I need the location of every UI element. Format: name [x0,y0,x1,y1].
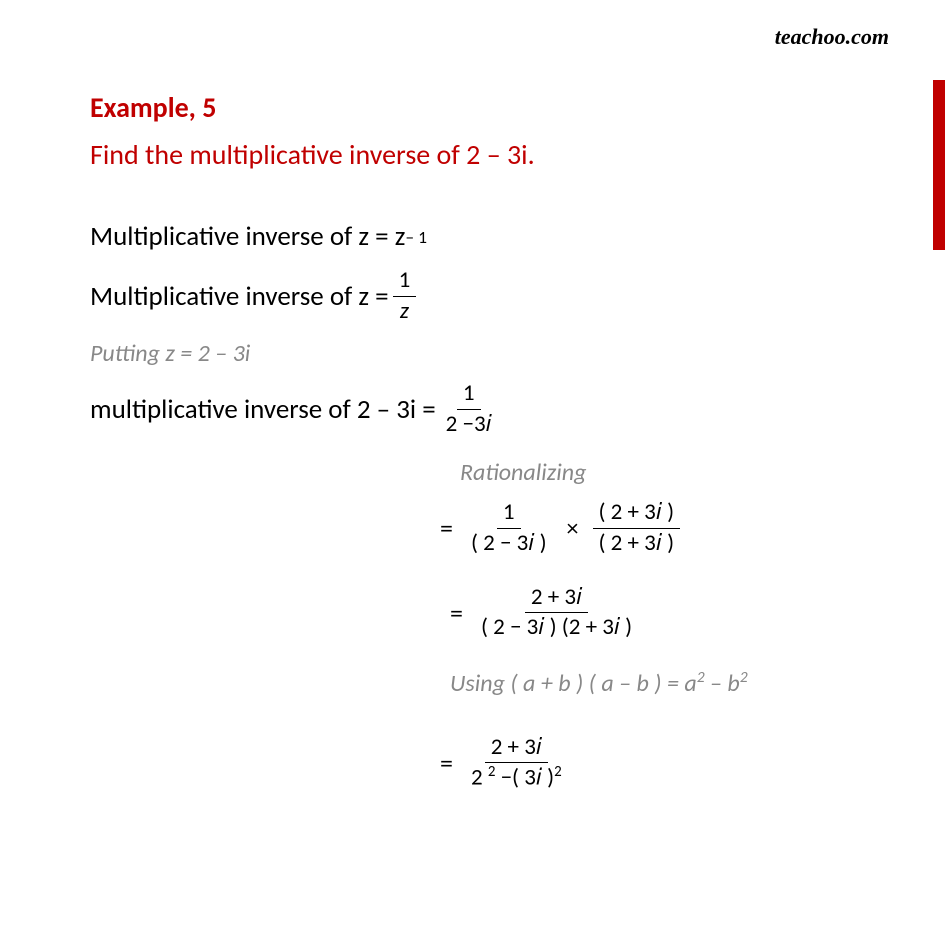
superscript: – 1 [405,226,427,248]
denominator: ( 2 + 3𝑖 ) [593,529,681,558]
numerator: 1 [393,267,417,297]
fraction: 1 2 −3𝑖 [440,380,498,438]
step-line-3: multiplicative inverse of 2 – 3i = 1 2 −… [90,380,875,438]
equation-row-2: = 2 + 3𝑖 ( 2 − 3𝑖 ) (2 + 3𝑖 ) [450,584,875,642]
watermark: teachoo.com [775,24,889,50]
equals-sign: = [450,597,463,629]
equals-sign: = [440,747,453,779]
accent-bar [933,80,945,250]
page-content: Example, 5 Find the multiplicative inver… [0,0,945,793]
superscript: 2 [697,668,705,687]
denominator: ( 2 − 3𝑖 ) [465,529,553,558]
text: multiplicative inverse of 2 – 3i = [90,393,436,426]
numerator: 1 [457,380,481,410]
fraction: 2 + 3𝑖 ( 2 − 3𝑖 ) (2 + 3𝑖 ) [475,584,638,642]
fraction: 2 + 3𝑖 2 2 −( 3𝑖 )2 [465,734,568,793]
fraction: 1 ( 2 − 3𝑖 ) [465,499,553,557]
denominator: 2 −3𝑖 [440,410,498,439]
equation-row-1: = 1 ( 2 − 3𝑖 ) × ( 2 + 3𝑖 ) ( 2 + 3𝑖 ) [440,499,875,557]
comment-rationalizing: Rationalizing [460,458,875,487]
denominator: ( 2 − 3𝑖 ) (2 + 3𝑖 ) [475,613,638,642]
times-sign: × [567,514,579,543]
superscript: 2 [740,668,748,687]
text: −( 3𝑖 ) [495,764,554,792]
step-line-2: Multiplicative inverse of z = 1 z [90,267,875,325]
denominator: 2 2 −( 3𝑖 )2 [465,763,568,792]
text: Multiplicative inverse of z = z [90,220,405,253]
equals-sign: = [440,512,453,544]
fraction: ( 2 + 3𝑖 ) ( 2 + 3𝑖 ) [593,499,681,557]
text: 2 [471,764,488,792]
numerator: ( 2 + 3𝑖 ) [593,499,681,529]
denominator: z [394,297,415,326]
equation-row-3: = 2 + 3𝑖 2 2 −( 3𝑖 )2 [440,734,875,793]
numerator: 1 [497,499,521,529]
comment-substitution: Putting z = 2 – 3i [90,339,875,368]
text: Using ( a + b ) ( a – b ) = a [450,669,697,698]
numerator: 2 + 3𝑖 [525,584,588,614]
comment-identity: Using ( a + b ) ( a – b ) = a2 – b2 [450,668,875,698]
text: Multiplicative inverse of z = [90,280,389,313]
example-title: Example, 5 [90,90,875,125]
numerator: 2 + 3𝑖 [485,734,548,764]
fraction: 1 z [393,267,417,325]
step-line-1: Multiplicative inverse of z = z – 1 [90,220,875,253]
problem-statement: Find the multiplicative inverse of 2 – 3… [90,137,875,172]
text: – b [705,669,740,698]
superscript: 2 [554,763,562,781]
